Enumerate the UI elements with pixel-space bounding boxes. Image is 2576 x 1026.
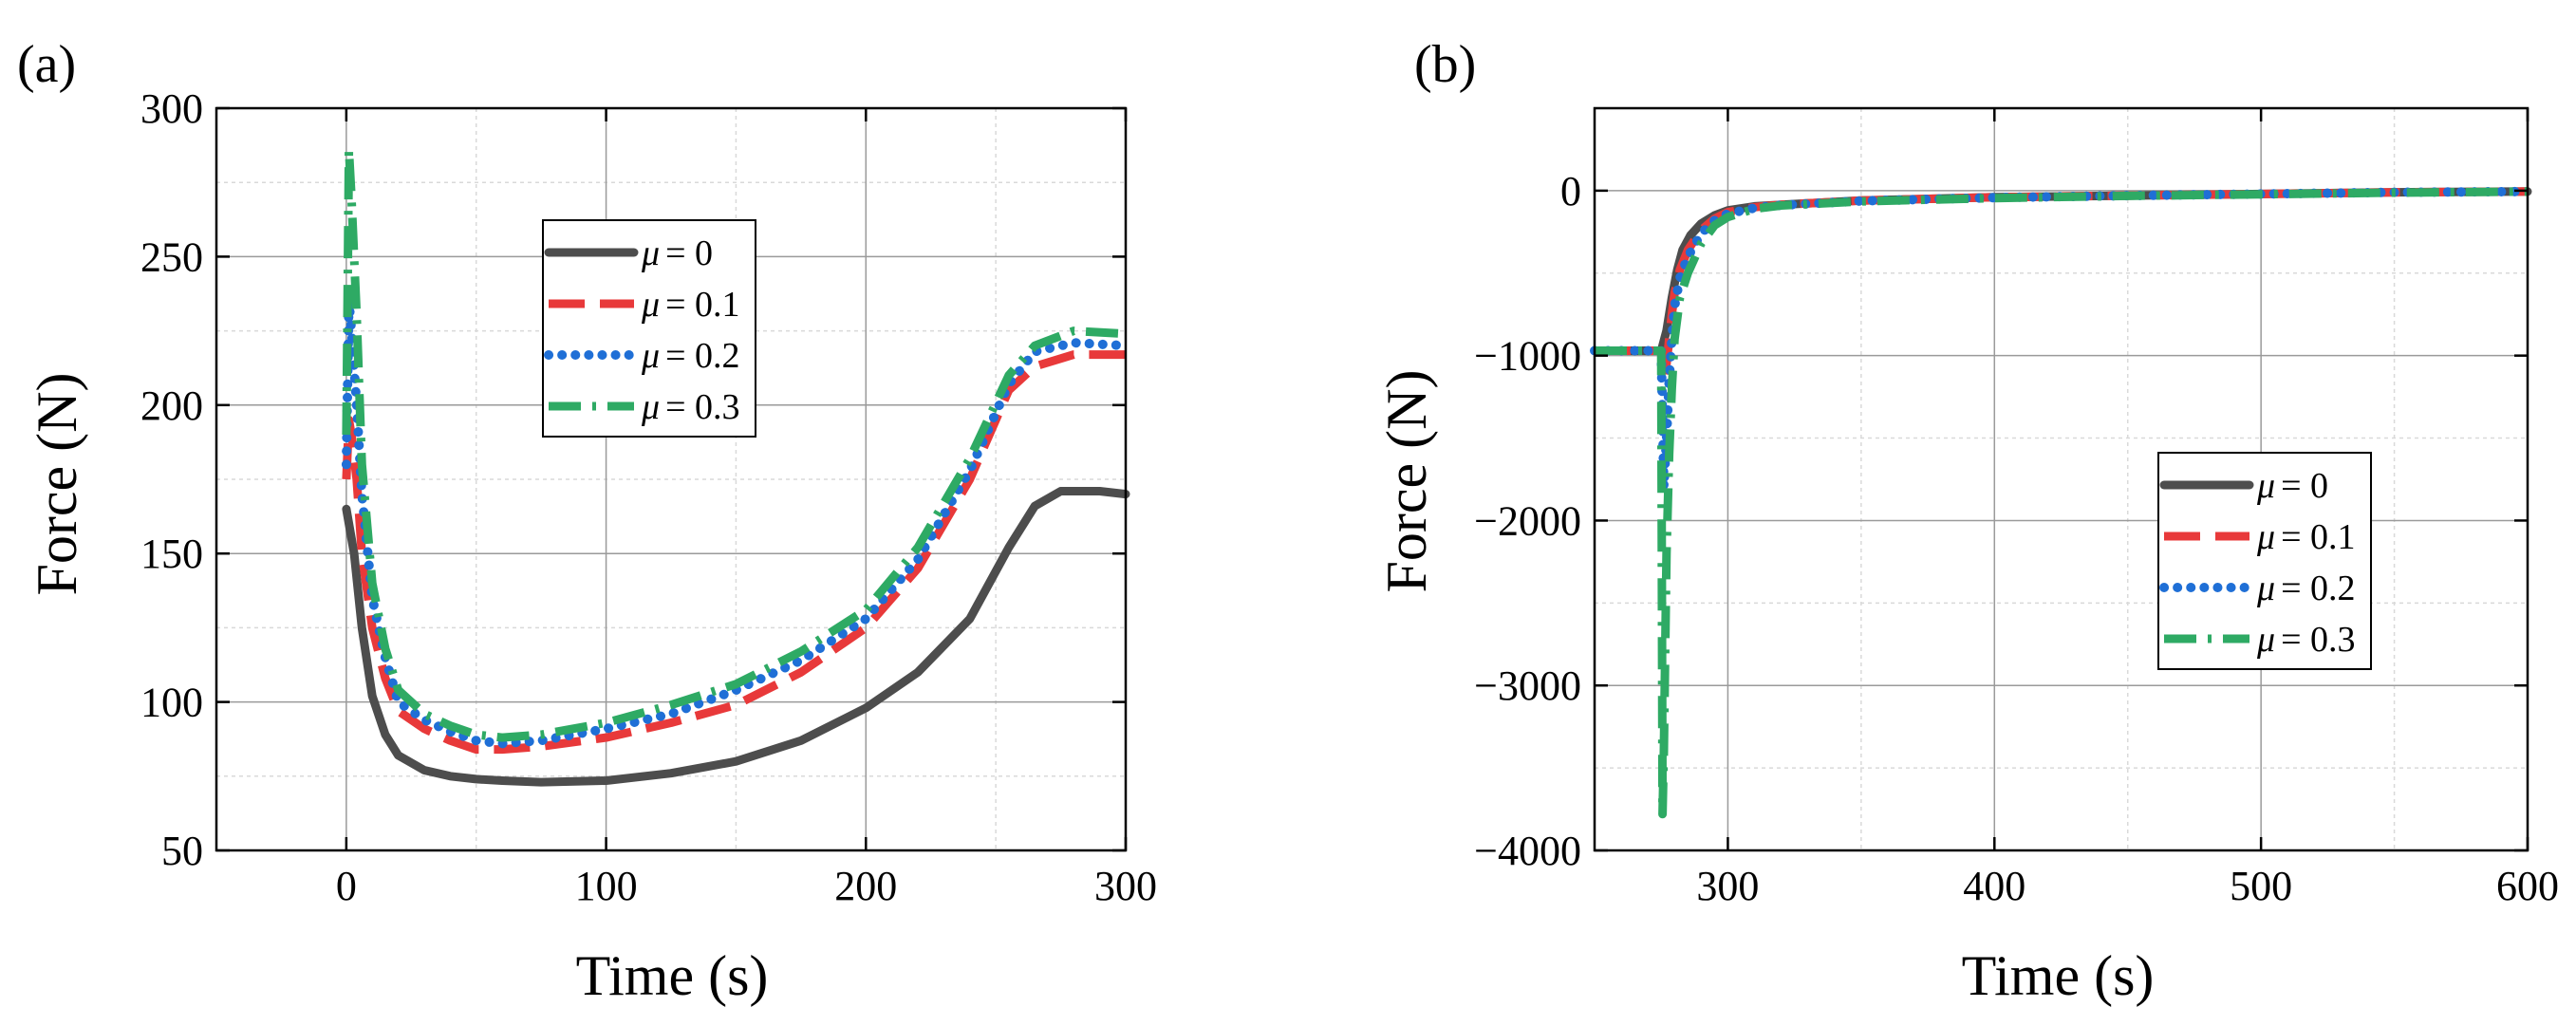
legend-label: μ = 0.1 <box>2256 517 2356 557</box>
panel-a: (a) 0 100 200 300 50 100 150 200 250 300 Time (s)… <box>17 35 1157 1007</box>
panel-b-label: (b) <box>1414 35 1476 94</box>
series-line-dot <box>341 296 1130 749</box>
series-line-dash <box>1595 187 2529 385</box>
panel-a-ticks: 0 100 200 300 50 100 150 200 250 300 <box>140 85 1157 909</box>
y-tick-label: 200 <box>140 382 203 429</box>
legend-mu-value: = 0.2 <box>665 336 739 376</box>
series-line-solid <box>342 487 1130 787</box>
series-line-solid <box>1590 187 2532 355</box>
panel-b-ticks: 300 400 500 600 −4000 −3000 −2000 −1000 0 <box>1474 108 2559 909</box>
x-tick-label: 300 <box>1094 863 1157 909</box>
legend-label: μ = 0 <box>2256 466 2328 506</box>
panel-a-label: (a) <box>17 35 76 94</box>
x-tick-label: 300 <box>1696 863 1759 909</box>
legend-mu-symbol: μ <box>2256 466 2275 506</box>
legend-mu-value: = 0 <box>2281 466 2328 506</box>
panel-b-grid <box>1595 108 2529 851</box>
y-tick-label: −2000 <box>1474 497 1581 544</box>
x-tick-label: 400 <box>1963 863 2025 909</box>
legend-mu-symbol: μ <box>2256 620 2275 660</box>
panel-b-x-title: Time (s) <box>1962 944 2155 1007</box>
legend-mu-value: = 0.3 <box>665 387 739 427</box>
panel-a-y-title: Force (N) <box>26 373 88 596</box>
legend-mu-symbol: μ <box>2256 517 2275 557</box>
x-tick-label: 200 <box>834 863 897 909</box>
y-tick-label: 250 <box>140 233 203 280</box>
x-tick-label: 100 <box>575 863 638 909</box>
legend-mu-symbol: μ <box>641 285 660 325</box>
legend-label: μ = 0.3 <box>2256 620 2356 660</box>
legend-label: μ = 0.3 <box>641 387 740 427</box>
x-tick-label: 0 <box>336 863 357 909</box>
legend-label: μ = 0.2 <box>2256 569 2356 608</box>
series-line-dash <box>342 350 1126 755</box>
y-tick-label: 50 <box>161 828 203 874</box>
series-line-dashdot <box>342 145 1127 742</box>
x-tick-label: 600 <box>2496 863 2559 909</box>
panel-a-series <box>341 145 1130 787</box>
y-tick-label: 300 <box>140 85 203 132</box>
legend-mu-value: = 0 <box>665 233 713 273</box>
panel-b-frame <box>1593 106 2529 852</box>
y-tick-label: −1000 <box>1474 333 1581 380</box>
panel-b-series <box>1590 186 2532 819</box>
legend-label: μ = 0 <box>641 233 713 273</box>
panel-a-legend: μ = 0μ = 0.1μ = 0.2μ = 0.3 <box>542 219 756 438</box>
y-tick-label: −3000 <box>1474 662 1581 709</box>
legend-mu-value: = 0.1 <box>665 285 739 325</box>
legend-mu-symbol: μ <box>2256 569 2275 608</box>
legend-mu-symbol: μ <box>641 233 660 273</box>
panel-a-x-title: Time (s) <box>576 944 769 1007</box>
series-line-dashdot <box>1595 187 2529 819</box>
legend-mu-value: = 0.3 <box>2281 620 2355 660</box>
y-tick-label: 0 <box>1560 168 1581 215</box>
legend-label: μ = 0.1 <box>641 285 740 325</box>
legend-mu-value: = 0.1 <box>2281 517 2355 557</box>
panel-a-frame <box>215 106 1128 852</box>
legend-mu-value: = 0.2 <box>2281 569 2355 608</box>
panel-b-y-title: Force (N) <box>1375 370 1438 593</box>
panel-b-legend: μ = 0μ = 0.1μ = 0.2μ = 0.3 <box>2157 452 2372 670</box>
y-tick-label: 100 <box>140 680 203 726</box>
legend-label: μ = 0.2 <box>641 336 740 376</box>
y-tick-label: 150 <box>140 531 203 577</box>
series-line-dot <box>1590 186 2532 493</box>
legend-mu-symbol: μ <box>641 387 660 427</box>
x-tick-label: 500 <box>2230 863 2292 909</box>
y-tick-label: −4000 <box>1474 828 1581 874</box>
legend-mu-symbol: μ <box>641 336 660 376</box>
panel-b: (b) 300 400 500 600 −4000 −3000 −2000 −1000 0 Ti… <box>1375 35 2559 1007</box>
